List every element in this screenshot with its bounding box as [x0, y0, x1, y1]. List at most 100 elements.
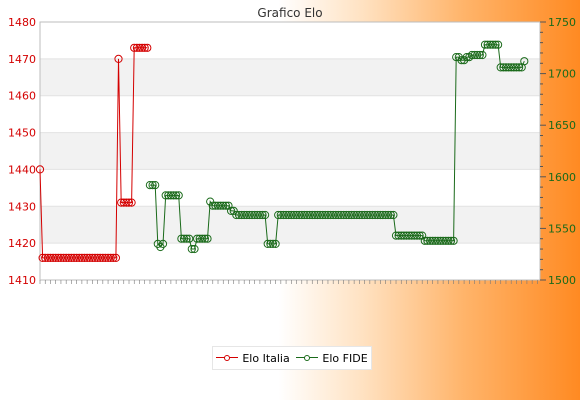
data-point-elo-fide	[399, 231, 408, 240]
data-point-elo-fide	[520, 57, 529, 66]
data-point-elo-fide	[475, 50, 484, 60]
data-point-elo-italia	[130, 43, 139, 52]
data-point-elo-fide	[305, 210, 314, 220]
data-point-elo-fide	[381, 210, 390, 220]
grid-band	[40, 206, 540, 244]
data-point-elo-italia	[59, 253, 68, 262]
data-point-elo-italia	[101, 253, 110, 262]
data-point-elo-italia	[72, 253, 81, 262]
data-point-elo-fide	[494, 40, 503, 49]
data-point-elo-fide	[331, 210, 340, 220]
series-elo-italia	[35, 43, 152, 262]
data-point-elo-fide	[384, 210, 393, 220]
data-point-elo-fide	[501, 63, 511, 72]
data-point-elo-fide	[394, 231, 403, 240]
data-point-elo-italia	[35, 165, 45, 174]
data-point-elo-fide	[308, 210, 317, 220]
data-point-elo-fide	[428, 236, 437, 245]
data-point-elo-fide	[465, 53, 474, 62]
data-point-elo-italia	[111, 253, 121, 262]
data-point-elo-italia	[64, 253, 73, 262]
data-point-elo-fide	[355, 210, 364, 220]
data-point-elo-fide	[483, 40, 492, 49]
legend-item-elo-italia[interactable]: Elo Italia	[216, 352, 290, 365]
data-point-elo-fide	[339, 210, 348, 220]
data-point-elo-fide	[462, 53, 471, 62]
data-point-elo-fide	[321, 210, 330, 220]
left-tick-label: 1450	[8, 127, 36, 140]
plot-area	[39, 21, 541, 281]
data-point-elo-fide	[190, 244, 199, 254]
grid-band	[40, 58, 540, 96]
data-point-elo-fide	[300, 210, 309, 220]
data-point-elo-fide	[289, 210, 298, 220]
data-point-elo-italia	[96, 253, 105, 262]
data-point-elo-fide	[274, 210, 283, 220]
data-point-elo-italia	[135, 43, 144, 52]
left-axis: 1410 1420 1430 1440 1450 1460 1470 1480	[8, 16, 36, 287]
data-point-elo-fide	[412, 231, 422, 240]
data-point-elo-fide	[200, 234, 209, 243]
data-point-elo-fide	[211, 201, 220, 210]
data-point-elo-fide	[258, 210, 267, 220]
data-point-elo-italia	[46, 253, 55, 262]
data-point-elo-fide	[237, 210, 246, 220]
data-point-elo-fide	[441, 236, 450, 245]
right-tick-label: 1750	[548, 16, 576, 29]
data-point-elo-italia	[140, 43, 149, 52]
data-point-elo-fide	[221, 201, 230, 210]
data-point-elo-italia	[83, 253, 92, 262]
chart-title: Grafico Elo	[257, 6, 322, 20]
data-point-elo-fide	[302, 210, 312, 220]
data-point-elo-fide	[407, 231, 416, 240]
data-point-elo-fide	[263, 239, 272, 248]
data-point-elo-fide	[206, 197, 215, 206]
data-point-elo-fide	[247, 210, 257, 220]
data-point-elo-fide	[219, 201, 228, 210]
data-point-elo-fide	[491, 40, 500, 49]
data-point-elo-italia	[77, 253, 87, 262]
data-point-elo-fide	[224, 201, 233, 210]
data-point-elo-fide	[161, 191, 170, 200]
data-point-elo-fide	[334, 210, 343, 220]
data-point-elo-fide	[242, 210, 251, 220]
data-point-elo-fide	[352, 210, 361, 220]
data-point-elo-italia	[119, 198, 128, 207]
data-point-elo-fide	[310, 210, 319, 220]
data-point-elo-fide	[158, 239, 168, 248]
data-point-elo-fide	[276, 210, 285, 220]
data-point-elo-fide	[478, 50, 487, 60]
data-point-elo-fide	[512, 63, 521, 72]
left-tick-label: 1430	[8, 200, 36, 213]
grid-band	[40, 132, 540, 170]
data-point-elo-fide	[295, 210, 304, 220]
data-point-elo-fide	[342, 210, 351, 220]
data-point-elo-fide	[185, 234, 194, 243]
legend-item-elo-fide[interactable]: Elo FIDE	[296, 352, 368, 365]
data-point-elo-fide	[426, 236, 435, 245]
data-point-elo-fide	[470, 50, 479, 60]
data-point-elo-fide	[229, 206, 238, 215]
data-point-elo-fide	[507, 63, 516, 72]
left-tick-label: 1440	[8, 163, 36, 176]
data-point-elo-fide	[439, 236, 448, 245]
data-point-elo-fide	[347, 210, 356, 220]
data-point-elo-fide	[420, 236, 429, 245]
data-point-elo-fide	[216, 201, 225, 210]
right-tick-label: 1550	[548, 222, 576, 235]
data-point-elo-fide	[284, 210, 293, 220]
data-point-elo-fide	[145, 181, 154, 190]
data-point-elo-italia	[98, 253, 107, 262]
data-point-elo-italia	[117, 198, 126, 207]
data-point-elo-fide	[213, 201, 223, 210]
data-point-elo-fide	[313, 210, 322, 220]
data-point-elo-italia	[51, 253, 60, 262]
data-point-elo-fide	[261, 210, 270, 220]
data-point-elo-fide	[378, 210, 387, 220]
data-point-elo-fide	[268, 239, 278, 248]
data-point-elo-fide	[250, 210, 259, 220]
data-point-elo-fide	[166, 191, 175, 200]
data-point-elo-fide	[336, 210, 346, 220]
data-point-elo-fide	[371, 210, 380, 220]
data-point-elo-fide	[504, 63, 513, 72]
